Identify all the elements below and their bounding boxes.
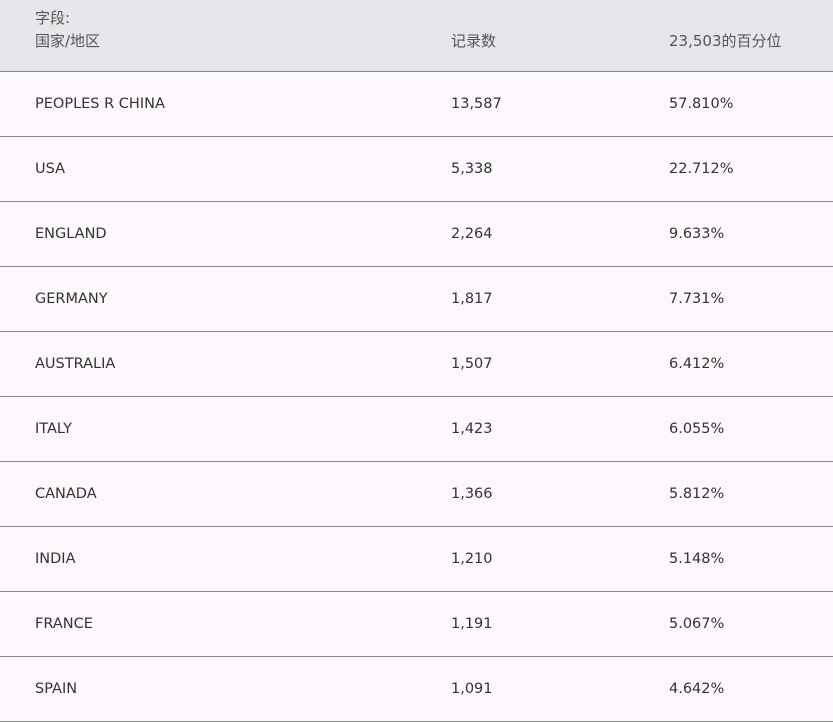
percent-cell: 6.412% xyxy=(669,356,725,372)
country-cell: GERMANY xyxy=(35,291,108,307)
count-header[interactable]: 记录数 xyxy=(451,32,497,50)
country-cell: CANADA xyxy=(35,486,97,502)
table-row: SPAIN 1,091 4.642% xyxy=(0,657,833,722)
percent-header[interactable]: 23,503的百分位 xyxy=(669,32,782,50)
country-cell: ITALY xyxy=(35,421,72,437)
count-cell: 2,264 xyxy=(451,226,493,242)
country-cell: SPAIN xyxy=(35,681,78,697)
field-label: 字段: xyxy=(35,9,71,27)
count-cell: 13,587 xyxy=(451,96,502,112)
table-row: ENGLAND 2,264 9.633% xyxy=(0,202,833,267)
count-cell: 1,817 xyxy=(451,291,493,307)
table-row: USA 5,338 22.712% xyxy=(0,137,833,202)
percent-cell: 7.731% xyxy=(669,291,725,307)
percent-cell: 6.055% xyxy=(669,421,725,437)
percent-cell: 57.810% xyxy=(669,96,734,112)
field-name[interactable]: 国家/地区 xyxy=(35,32,101,50)
table-row: GERMANY 1,817 7.731% xyxy=(0,267,833,332)
country-cell: USA xyxy=(35,161,66,177)
percent-cell: 9.633% xyxy=(669,226,725,242)
count-cell: 1,507 xyxy=(451,356,493,372)
percent-cell: 5.148% xyxy=(669,551,725,567)
country-cell: AUSTRALIA xyxy=(35,356,116,372)
percent-cell: 5.812% xyxy=(669,486,725,502)
table-header: 字段: 国家/地区 记录数 23,503的百分位 xyxy=(0,0,833,72)
country-cell: FRANCE xyxy=(35,616,93,632)
count-cell: 1,191 xyxy=(451,616,493,632)
count-cell: 1,423 xyxy=(451,421,493,437)
country-cell: ENGLAND xyxy=(35,226,107,242)
table-row: AUSTRALIA 1,507 6.412% xyxy=(0,332,833,397)
count-cell: 1,366 xyxy=(451,486,493,502)
country-cell: PEOPLES R CHINA xyxy=(35,96,165,112)
table-row: PEOPLES R CHINA 13,587 57.810% xyxy=(0,72,833,137)
country-cell: INDIA xyxy=(35,551,76,567)
percent-cell: 5.067% xyxy=(669,616,725,632)
table-row: FRANCE 1,191 5.067% xyxy=(0,592,833,657)
table-row: ITALY 1,423 6.055% xyxy=(0,397,833,462)
count-cell: 1,091 xyxy=(451,681,493,697)
count-cell: 1,210 xyxy=(451,551,493,567)
table-row: INDIA 1,210 5.148% xyxy=(0,527,833,592)
table-row: CANADA 1,366 5.812% xyxy=(0,462,833,527)
percent-cell: 22.712% xyxy=(669,161,734,177)
percent-cell: 4.642% xyxy=(669,681,725,697)
count-cell: 5,338 xyxy=(451,161,493,177)
